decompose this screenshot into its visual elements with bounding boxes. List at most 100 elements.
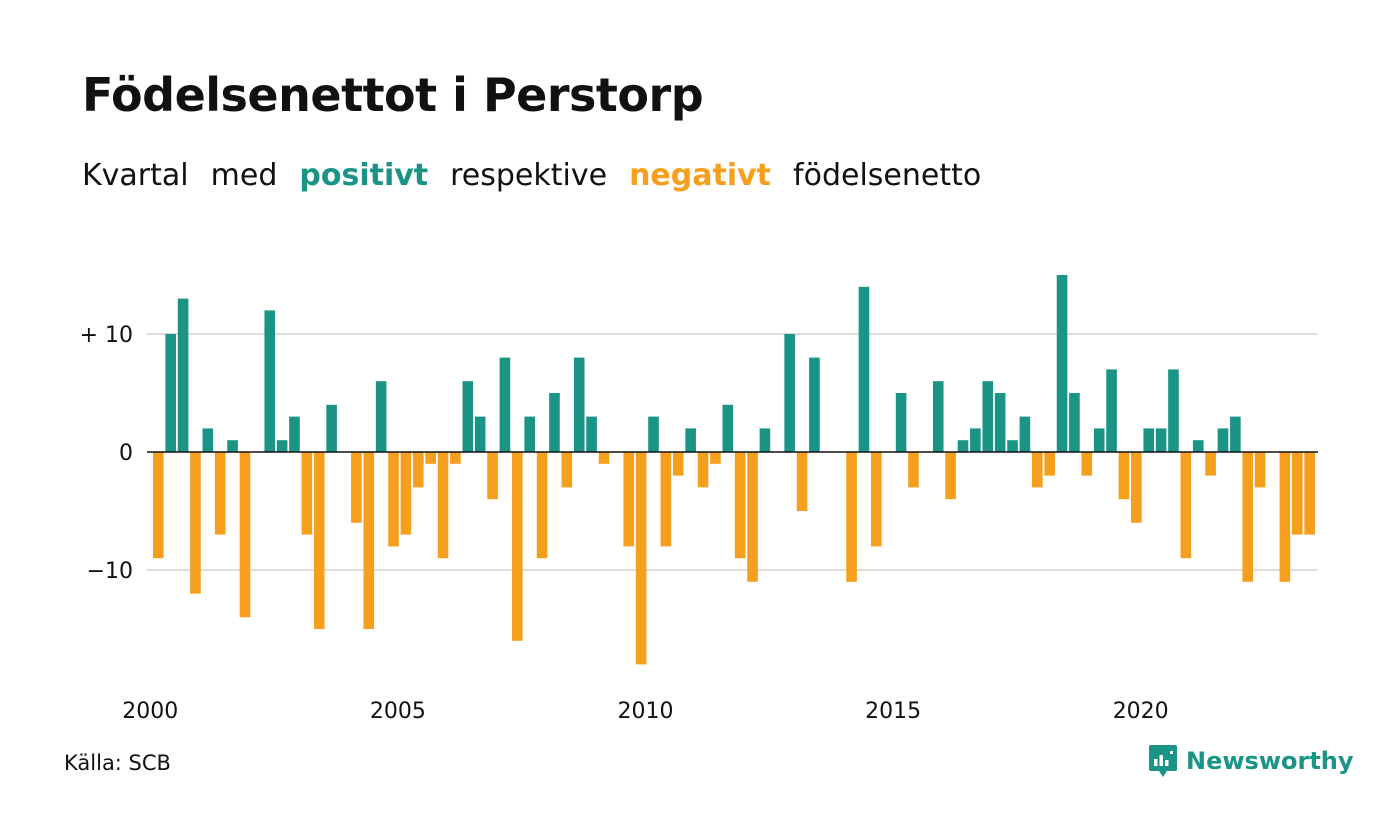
bar: 2010 K1: 3 xyxy=(648,416,659,452)
bar: 2012 K1: -11 xyxy=(747,452,758,582)
subtitle-positive: positivt xyxy=(299,158,429,193)
bar: 2020 K3: 7 xyxy=(1168,369,1179,452)
bar: 2009 K4: -18 xyxy=(635,452,647,665)
x-tick-label: 2010 xyxy=(618,699,674,724)
bar: 2012 K2: 2 xyxy=(759,428,771,452)
bar: 2003 K2: -15 xyxy=(313,452,325,629)
bar: 2017 K4: -3 xyxy=(1031,452,1043,488)
bar: 2008 K3: 8 xyxy=(573,357,585,452)
bar: 2014 K3: -8 xyxy=(871,452,882,547)
x-tick-label: 2000 xyxy=(122,699,178,724)
bar: 2020 K2: 2 xyxy=(1155,428,1167,452)
bar: 2001 K2: -7 xyxy=(214,452,226,535)
subtitle-negative: negativt xyxy=(629,158,772,193)
subtitle-word: med xyxy=(210,158,278,193)
bar: 2001 K3: 1 xyxy=(227,440,238,452)
bar: 2005 K2: -3 xyxy=(412,452,424,488)
bar: 2003 K1: -7 xyxy=(301,452,313,535)
bar: 2023 K2: -7 xyxy=(1304,452,1315,535)
bar: 2021 K3: 2 xyxy=(1217,428,1229,452)
chart-subtitle: Kvartal med positivt respektive negativt föde… xyxy=(82,158,1003,193)
bar: 2008 K4: 3 xyxy=(586,416,597,452)
bar: 2015 K4: 6 xyxy=(932,381,944,452)
bar: 2010 K3: -2 xyxy=(672,452,684,476)
bar: 2004 K2: -15 xyxy=(363,452,375,629)
bar: 2017 K2: 1 xyxy=(1007,440,1018,452)
bar: 2019 K4: -6 xyxy=(1131,452,1142,523)
bar: 2007 K2: -16 xyxy=(512,452,523,641)
bar: 2008 K1: 5 xyxy=(549,393,560,452)
bar: 2016 K4: 6 xyxy=(982,381,994,452)
bar: 2008 K2: -3 xyxy=(561,452,573,488)
bar: 2001 K1: 2 xyxy=(202,428,214,452)
bar: 2007 K1: 8 xyxy=(499,357,511,452)
bar: 2009 K1: -1 xyxy=(598,452,610,464)
bar: 2014 K1: -11 xyxy=(846,452,857,582)
bar: 2016 K1: -4 xyxy=(945,452,956,500)
bar: 2011 K4: -9 xyxy=(734,452,746,559)
bar: 2000 K4: -12 xyxy=(190,452,201,594)
bar: 2011 K1: -3 xyxy=(697,452,709,488)
bar: 2002 K3: 1 xyxy=(276,440,288,452)
bar: 2009 K3: -8 xyxy=(623,452,635,547)
bar: 2006 K3: 3 xyxy=(474,416,486,452)
bar: 2007 K4: -9 xyxy=(536,452,548,559)
bar: 2000 K3: 13 xyxy=(177,298,189,452)
bar: 2015 K1: 5 xyxy=(895,393,907,452)
bar: 2006 K1: -1 xyxy=(450,452,461,464)
bar: 2011 K2: -1 xyxy=(710,452,721,464)
bar: 2018 K3: 5 xyxy=(1069,393,1080,452)
chart-title: Födelsenettot i Perstorp xyxy=(82,68,704,122)
bar: 2015 K2: -3 xyxy=(908,452,919,488)
source-note: Källa: SCB xyxy=(64,751,171,775)
bar: 2022 K4: -11 xyxy=(1279,452,1291,582)
bar: 2013 K1: -5 xyxy=(796,452,808,511)
x-tick-label: 2020 xyxy=(1113,699,1169,724)
bar: 2005 K4: -9 xyxy=(437,452,449,559)
bar: 2005 K3: -1 xyxy=(425,452,436,464)
x-tick-label: 2015 xyxy=(865,699,921,724)
bar: 2019 K2: 7 xyxy=(1106,369,1117,452)
bar: 2004 K1: -6 xyxy=(351,452,362,523)
y-tick-label: 0 xyxy=(119,441,133,466)
bar: 2022 K2: -3 xyxy=(1254,452,1266,488)
bar: 2022 K1: -11 xyxy=(1242,452,1254,582)
bar: 2012 K4: 10 xyxy=(784,334,795,452)
bar: 2016 K3: 2 xyxy=(970,428,981,452)
y-tick-label: + 10 xyxy=(80,323,133,348)
bar: 2016 K2: 1 xyxy=(957,440,969,452)
bar: 2019 K3: -4 xyxy=(1118,452,1130,500)
brand-logo: Newsworthy xyxy=(1148,744,1354,778)
bar: 2004 K4: -8 xyxy=(388,452,399,547)
bar: 2014 K2: 14 xyxy=(858,286,870,452)
bar: 2000 K1: -9 xyxy=(153,452,164,559)
bar: 2004 K3: 6 xyxy=(375,381,387,452)
bar: 2018 K4: -2 xyxy=(1081,452,1093,476)
bar: 2023 K1: -7 xyxy=(1291,452,1303,535)
y-axis-labels: + 10 0 −10 xyxy=(80,323,133,584)
bar: 2018 K2: 15 xyxy=(1056,275,1068,452)
bar: 2010 K4: 2 xyxy=(685,428,696,452)
bar: 2017 K3: 3 xyxy=(1019,416,1031,452)
subtitle-word: födelsenetto xyxy=(793,158,982,193)
bar: 2010 K2: -8 xyxy=(660,452,672,547)
bar: 2013 K2: 8 xyxy=(809,357,820,452)
bar: 2017 K1: 5 xyxy=(994,393,1006,452)
y-tick-label: −10 xyxy=(87,559,133,584)
bar: 2000 K2: 10 xyxy=(165,334,176,452)
bar: 2002 K2: 12 xyxy=(264,310,276,452)
bar: 2005 K1: -7 xyxy=(400,452,412,535)
grid-lines xyxy=(147,333,1318,571)
bar: 2006 K2: 6 xyxy=(462,381,474,452)
bar: 2002 K4: 3 xyxy=(289,416,300,452)
bar: 2021 K4: 3 xyxy=(1230,416,1241,452)
bar: 2006 K4: -4 xyxy=(487,452,498,500)
newsworthy-logo-icon xyxy=(1149,745,1177,777)
x-tick-label: 2005 xyxy=(370,699,426,724)
subtitle-word: respektive xyxy=(450,158,608,193)
bar: 2021 K2: -2 xyxy=(1205,452,1216,476)
brand-name: Newsworthy xyxy=(1186,747,1354,775)
bar: 2007 K3: 3 xyxy=(524,416,535,452)
bar: 2019 K1: 2 xyxy=(1093,428,1105,452)
